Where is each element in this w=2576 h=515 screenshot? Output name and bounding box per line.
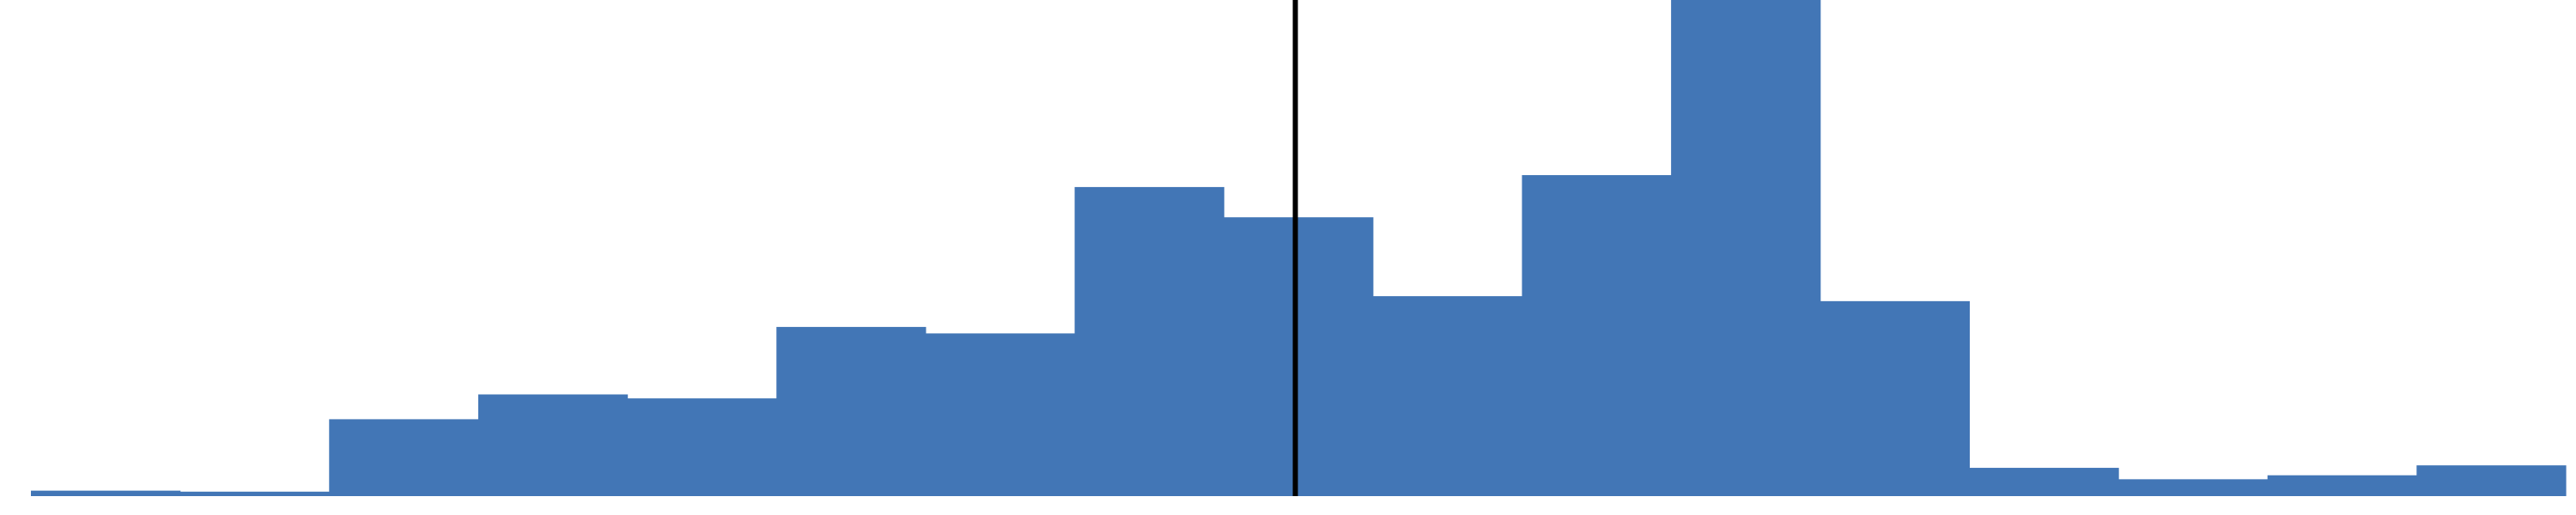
histogram-bar [31, 490, 181, 496]
histogram-bar [329, 419, 479, 496]
histogram-bar [1074, 186, 1224, 496]
histogram-bar [2416, 465, 2567, 496]
histogram-bar [1671, 0, 1821, 496]
histogram-bar [477, 394, 629, 496]
histogram-bar [179, 491, 330, 496]
histogram-bar [1372, 296, 1523, 496]
histogram-bar [2118, 479, 2269, 496]
histogram-bar [1969, 468, 2119, 496]
histogram-bar [1224, 217, 1374, 496]
histogram-bar [627, 398, 777, 496]
histogram-bar [2267, 475, 2417, 496]
histogram-bar [776, 326, 927, 496]
histogram-bar [1522, 175, 1672, 496]
histogram-bar [925, 333, 1076, 496]
histogram-bar [1820, 300, 1971, 496]
